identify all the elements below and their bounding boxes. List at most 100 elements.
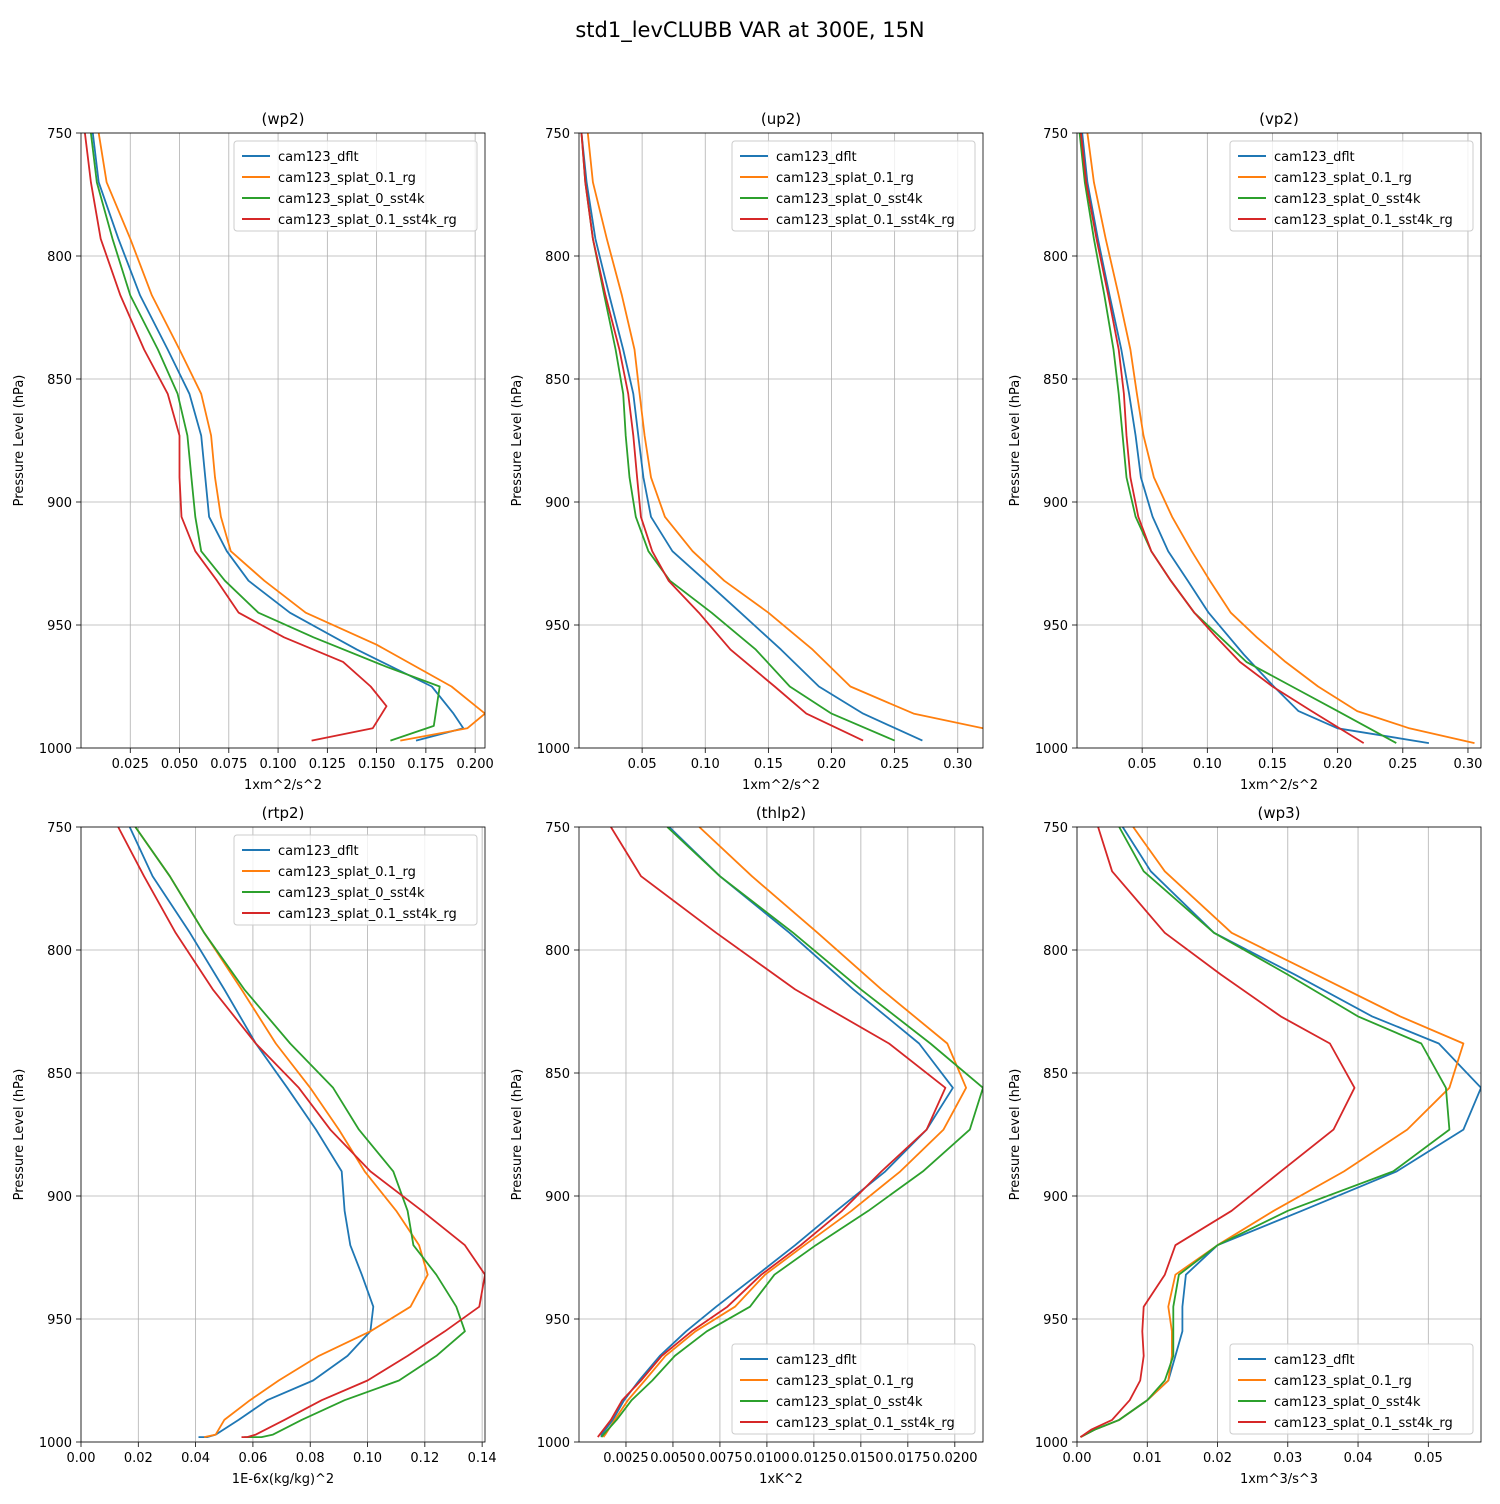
x-tick-label: 0.0150	[838, 1451, 884, 1466]
x-tick-label: 0.075	[210, 757, 247, 772]
series-line-cam123_dflt	[580, 133, 923, 742]
y-tick-label: 750	[545, 821, 570, 836]
legend-label: cam123_dflt	[776, 1353, 857, 1368]
y-tick-label: 1000	[537, 742, 570, 757]
legend-label: cam123_splat_0.1_sst4k_rg	[1274, 213, 1453, 228]
series-line-cam123_splat_0.1_rg	[134, 827, 429, 1438]
legend-label: cam123_splat_0.1_sst4k_rg	[1274, 1416, 1453, 1431]
y-tick-label: 750	[47, 821, 72, 836]
x-tick-label: 0.10	[353, 1451, 382, 1466]
legend-label: cam123_splat_0_sst4k	[776, 192, 923, 207]
x-axis-label: 1xm^2/s^2	[742, 778, 820, 793]
legend-box	[233, 834, 478, 926]
x-tick-label: 0.0075	[697, 1451, 743, 1466]
legend-box	[731, 1343, 976, 1435]
x-tick-label: 0.200	[457, 757, 494, 772]
series-line-cam123_dflt	[128, 827, 375, 1438]
legend: cam123_dflt cam123_splat_0.1_rg cam123_spl…	[731, 140, 976, 232]
legend: cam123_dflt cam123_splat_0.1_rg cam123_spl…	[1229, 1343, 1474, 1435]
series-line-cam123_splat_0.1_sst4k_rg	[1080, 133, 1365, 744]
x-tick-label: 0.06	[238, 1451, 267, 1466]
legend-label: cam123_dflt	[278, 150, 359, 165]
x-tick-label: 0.15	[1258, 757, 1287, 772]
y-axis-label: Pressure Level (hPa)	[510, 375, 525, 507]
legend: cam123_dflt cam123_splat_0.1_rg cam123_spl…	[1229, 140, 1474, 232]
y-axis-label: Pressure Level (hPa)	[1008, 375, 1023, 507]
legend-box	[233, 140, 478, 232]
x-tick-label: 0.025	[112, 757, 149, 772]
series-line-cam123_splat_0_sst4k	[134, 827, 466, 1438]
legend-label: cam123_splat_0.1_sst4k_rg	[278, 213, 457, 228]
y-tick-label: 800	[1043, 250, 1068, 265]
x-tick-label: 0.30	[943, 757, 972, 772]
legend-label: cam123_splat_0.1_sst4k_rg	[776, 1416, 955, 1431]
x-tick-label: 0.0200	[932, 1451, 978, 1466]
x-tick-label: 0.25	[880, 757, 909, 772]
x-tick-label: 0.0100	[744, 1451, 790, 1466]
x-tick-label: 0.0050	[650, 1451, 696, 1466]
x-tick-label: 0.04	[1344, 1451, 1373, 1466]
y-tick-label: 950	[47, 619, 72, 634]
x-tick-label: 0.00	[67, 1451, 96, 1466]
x-tick-label: 0.20	[1323, 757, 1352, 772]
legend-label: cam123_splat_0.1_rg	[278, 171, 416, 186]
y-axis-label: Pressure Level (hPa)	[12, 375, 27, 507]
legend-box	[731, 140, 976, 232]
legend-label: cam123_dflt	[776, 150, 857, 165]
x-tick-label: 0.10	[691, 757, 720, 772]
y-tick-label: 900	[545, 1190, 570, 1205]
y-tick-label: 950	[1043, 1313, 1068, 1328]
y-tick-label: 950	[545, 1313, 570, 1328]
y-tick-label: 750	[545, 127, 570, 142]
y-tick-label: 1000	[39, 742, 72, 757]
legend-label: cam123_dflt	[278, 844, 359, 859]
y-tick-label: 800	[47, 250, 72, 265]
panel-1: 0.05 0.10 0.15 0.20 0.25 0.30 750 800 850 900 950 1…	[510, 110, 984, 793]
x-tick-label: 0.25	[1388, 757, 1417, 772]
series-line-cam123_splat_0.1_sst4k_rg	[1079, 827, 1356, 1438]
legend-label: cam123_splat_0.1_sst4k_rg	[776, 213, 955, 228]
y-tick-label: 950	[1043, 619, 1068, 634]
y-tick-label: 1000	[1035, 742, 1068, 757]
legend: cam123_dflt cam123_splat_0.1_rg cam123_spl…	[233, 140, 478, 232]
legend-label: cam123_splat_0_sst4k	[278, 886, 425, 901]
page-title: std1_levCLUBB VAR at 300E, 15N	[575, 18, 924, 43]
legend-label: cam123_dflt	[1274, 150, 1355, 165]
legend-label: cam123_splat_0.1_rg	[1274, 171, 1412, 186]
x-axis-label: 1E-6x(kg/kg)^2	[232, 1472, 334, 1487]
x-tick-label: 0.14	[468, 1451, 497, 1466]
x-tick-label: 0.02	[124, 1451, 153, 1466]
x-tick-label: 0.05	[1128, 757, 1157, 772]
series-line-cam123_splat_0_sst4k	[90, 133, 441, 742]
legend-label: cam123_dflt	[1274, 1353, 1355, 1368]
series-line-cam123_splat_0_sst4k	[1078, 133, 1397, 744]
y-axis-label: Pressure Level (hPa)	[1008, 1069, 1023, 1201]
x-axis-label: 1xm^2/s^2	[1240, 778, 1318, 793]
y-tick-label: 1000	[537, 1436, 570, 1451]
x-tick-label: 0.30	[1453, 757, 1482, 772]
legend-label: cam123_splat_0.1_rg	[1274, 1374, 1412, 1389]
y-tick-label: 900	[47, 496, 72, 511]
plot-frame	[1076, 132, 1482, 749]
x-tick-label: 0.150	[358, 757, 395, 772]
x-tick-label: 0.050	[161, 757, 198, 772]
series-line-cam123_splat_0.1_sst4k_rg	[580, 133, 864, 742]
panel-2: 0.05 0.10 0.15 0.20 0.25 0.30 750 800 850 900 950 1…	[1008, 110, 1482, 793]
legend-box	[1229, 1343, 1474, 1435]
x-tick-label: 0.05	[628, 757, 657, 772]
x-tick-label: 0.05	[1414, 1451, 1443, 1466]
series-line-cam123_splat_0.1_sst4k_rg	[117, 827, 485, 1438]
legend-box	[1229, 140, 1474, 232]
panel-3: 0.00 0.02 0.04 0.06 0.08 0.10 0.12 0.14 750 800 85…	[12, 804, 497, 1487]
x-tick-label: 0.0025	[603, 1451, 649, 1466]
y-tick-label: 800	[545, 944, 570, 959]
y-axis-label: Pressure Level (hPa)	[12, 1069, 27, 1201]
x-tick-label: 0.0175	[885, 1451, 931, 1466]
plot-frame	[80, 132, 486, 749]
series-line-cam123_splat_0.1_rg	[586, 133, 983, 730]
x-tick-label: 0.08	[296, 1451, 325, 1466]
y-axis-label: Pressure Level (hPa)	[510, 1069, 525, 1201]
series-line-cam123_splat_0.1_sst4k_rg	[84, 133, 388, 742]
y-tick-label: 850	[545, 1067, 570, 1082]
legend: cam123_dflt cam123_splat_0.1_rg cam123_spl…	[233, 834, 478, 926]
